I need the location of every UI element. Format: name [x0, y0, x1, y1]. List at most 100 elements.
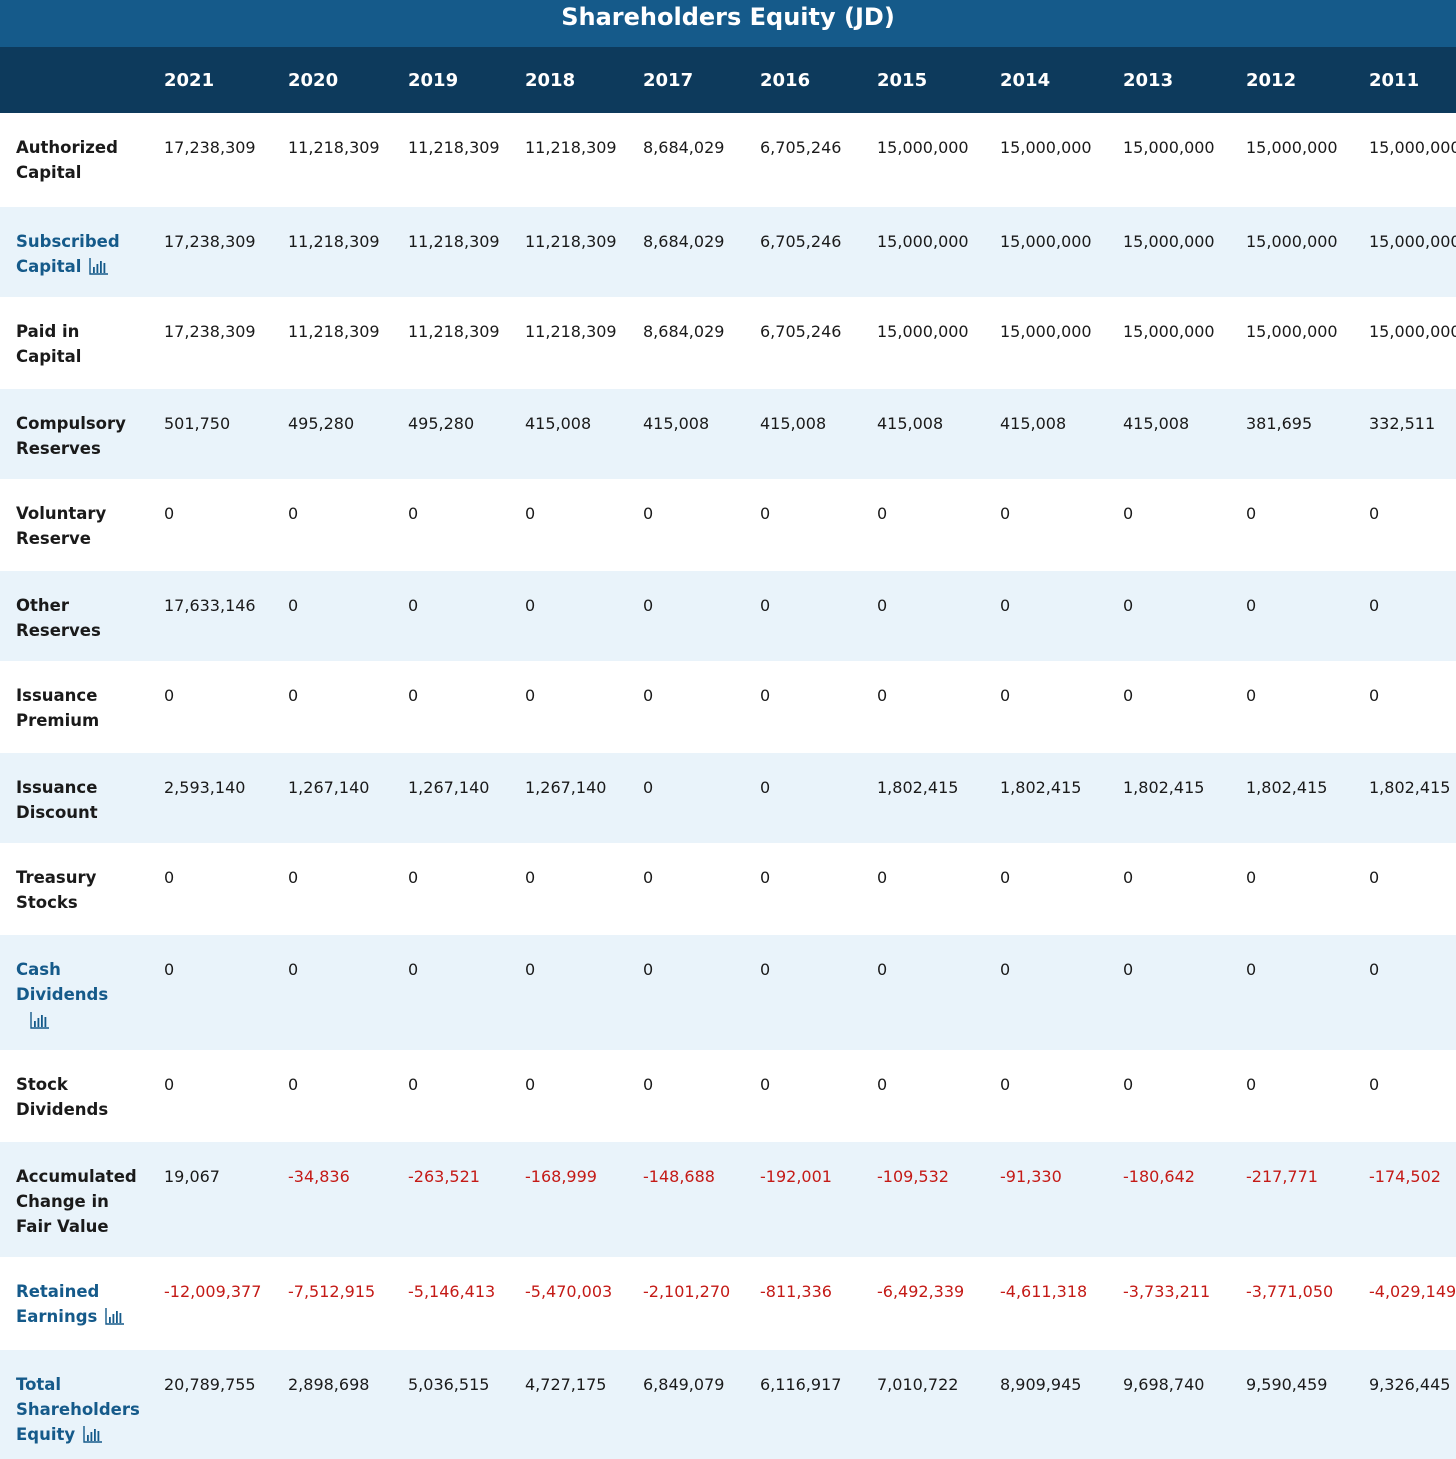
value-cell: 0 — [408, 686, 419, 705]
value-cell: 15,000,000 — [1369, 232, 1456, 251]
value-cell: 0 — [408, 1075, 419, 1094]
value-cell: 2,898,698 — [288, 1375, 370, 1394]
value-cell: 0 — [760, 868, 771, 887]
value-cell: 0 — [877, 868, 888, 887]
table-row: Total Shareholders Equity 20,789,755 2,898,6… — [0, 1350, 1456, 1459]
year-header: 2020 — [288, 69, 339, 91]
row-label[interactable]: Subscribed Capital — [0, 207, 164, 297]
value-cell: -34,836 — [288, 1167, 350, 1186]
value-cell: 0 — [1000, 596, 1011, 615]
row-label: Voluntary Reserve — [0, 479, 164, 571]
value-cell: 495,280 — [408, 414, 475, 433]
value-cell: 0 — [1246, 686, 1257, 705]
bar-chart-icon[interactable] — [105, 1307, 125, 1325]
value-cell: 15,000,000 — [1123, 232, 1215, 251]
value-cell: 15,000,000 — [1369, 322, 1456, 341]
value-cell: 0 — [1369, 1075, 1380, 1094]
value-cell: 0 — [760, 686, 771, 705]
value-cell: 0 — [164, 960, 175, 979]
value-cell: 7,010,722 — [877, 1375, 959, 1394]
row-label[interactable]: Total Shareholders Equity — [0, 1350, 164, 1459]
value-cell: 11,218,309 — [525, 322, 617, 341]
value-cell: 0 — [760, 504, 771, 523]
value-cell: -168,999 — [525, 1167, 597, 1186]
row-label[interactable]: Cash Dividends — [0, 935, 164, 1050]
row-label-line: Reserve — [16, 529, 91, 548]
value-cell: 8,684,029 — [643, 322, 725, 341]
value-cell: 415,008 — [643, 414, 710, 433]
row-label-line: Capital — [16, 347, 82, 366]
row-label: Treasury Stocks — [0, 843, 164, 935]
table-row: Compulsory Reserves 501,750 495,280 495,280 4… — [0, 389, 1456, 479]
value-cell: 0 — [1246, 504, 1257, 523]
value-cell: 6,116,917 — [760, 1375, 842, 1394]
value-cell: 11,218,309 — [288, 322, 380, 341]
row-label: Authorized Capital — [0, 113, 164, 207]
value-cell: 0 — [164, 504, 175, 523]
row-label-line: Other — [16, 596, 69, 615]
row-label-line: Issuance — [16, 686, 98, 705]
value-cell: 0 — [643, 596, 654, 615]
table-row: Issuance Discount 2,593,140 1,267,140 1,267,… — [0, 753, 1456, 843]
row-label: Stock Dividends — [0, 1050, 164, 1142]
row-label-line: Capital — [16, 163, 82, 182]
value-cell: 0 — [877, 596, 888, 615]
value-cell: 0 — [1123, 960, 1134, 979]
value-cell: 8,909,945 — [1000, 1375, 1082, 1394]
bar-chart-icon[interactable] — [30, 1011, 50, 1029]
value-cell: 15,000,000 — [1369, 138, 1456, 157]
value-cell: -174,502 — [1369, 1167, 1441, 1186]
year-header: 2019 — [408, 69, 459, 91]
value-cell: 9,590,459 — [1246, 1375, 1328, 1394]
bar-chart-icon[interactable] — [89, 257, 109, 275]
row-label-line: Total — [16, 1375, 62, 1394]
value-cell: -5,146,413 — [408, 1282, 496, 1301]
value-cell: 381,695 — [1246, 414, 1313, 433]
table-row: Stock Dividends 0 0 0 0 0 0 0 0 0 0 0 — [0, 1050, 1456, 1142]
value-cell: 0 — [1000, 1075, 1011, 1094]
row-label[interactable]: Retained Earnings — [0, 1257, 164, 1350]
value-cell: 415,008 — [760, 414, 827, 433]
value-cell: 0 — [1369, 686, 1380, 705]
value-cell: 17,238,309 — [164, 322, 256, 341]
value-cell: 11,218,309 — [525, 232, 617, 251]
row-label-line: Treasury — [16, 868, 97, 887]
value-cell: 0 — [1123, 868, 1134, 887]
row-label-line: Subscribed — [16, 232, 120, 251]
value-cell: 0 — [1000, 686, 1011, 705]
value-cell: 0 — [1369, 504, 1380, 523]
row-label-line: Discount — [16, 803, 98, 822]
value-cell: 15,000,000 — [1000, 322, 1092, 341]
value-cell: 0 — [760, 960, 771, 979]
table-row: Retained Earnings -12,009,377 -7,512,915 -5,… — [0, 1257, 1456, 1350]
value-cell: -263,521 — [408, 1167, 480, 1186]
row-label-line: Stock — [16, 1075, 68, 1094]
year-header: 2013 — [1123, 69, 1174, 91]
row-label-line: Reserves — [16, 621, 101, 640]
value-cell: 20,789,755 — [164, 1375, 256, 1394]
row-label: Compulsory Reserves — [0, 389, 164, 479]
value-cell: 1,802,415 — [1123, 778, 1205, 797]
value-cell: 1,267,140 — [525, 778, 607, 797]
bar-chart-icon[interactable] — [83, 1425, 103, 1443]
value-cell: 495,280 — [288, 414, 355, 433]
value-cell: 0 — [408, 596, 419, 615]
year-header: 2021 — [164, 69, 215, 91]
table-row: Voluntary Reserve 0 0 0 0 0 0 0 0 0 0 0 — [0, 479, 1456, 571]
value-cell: 6,849,079 — [643, 1375, 725, 1394]
value-cell: 0 — [164, 868, 175, 887]
row-label-line: Fair Value — [16, 1217, 109, 1236]
value-cell: 2,593,140 — [164, 778, 246, 797]
row-label-line: Capital — [16, 257, 82, 276]
value-cell: 0 — [288, 960, 299, 979]
value-cell: 0 — [1246, 960, 1257, 979]
value-cell: 1,267,140 — [408, 778, 490, 797]
year-header: 2011 — [1369, 69, 1420, 91]
value-cell: 0 — [1123, 1075, 1134, 1094]
value-cell: 0 — [525, 960, 536, 979]
value-cell: 0 — [877, 960, 888, 979]
value-cell: 0 — [877, 504, 888, 523]
row-label-line: Reserves — [16, 439, 101, 458]
year-header: 2012 — [1246, 69, 1297, 91]
value-cell: -3,733,211 — [1123, 1282, 1211, 1301]
